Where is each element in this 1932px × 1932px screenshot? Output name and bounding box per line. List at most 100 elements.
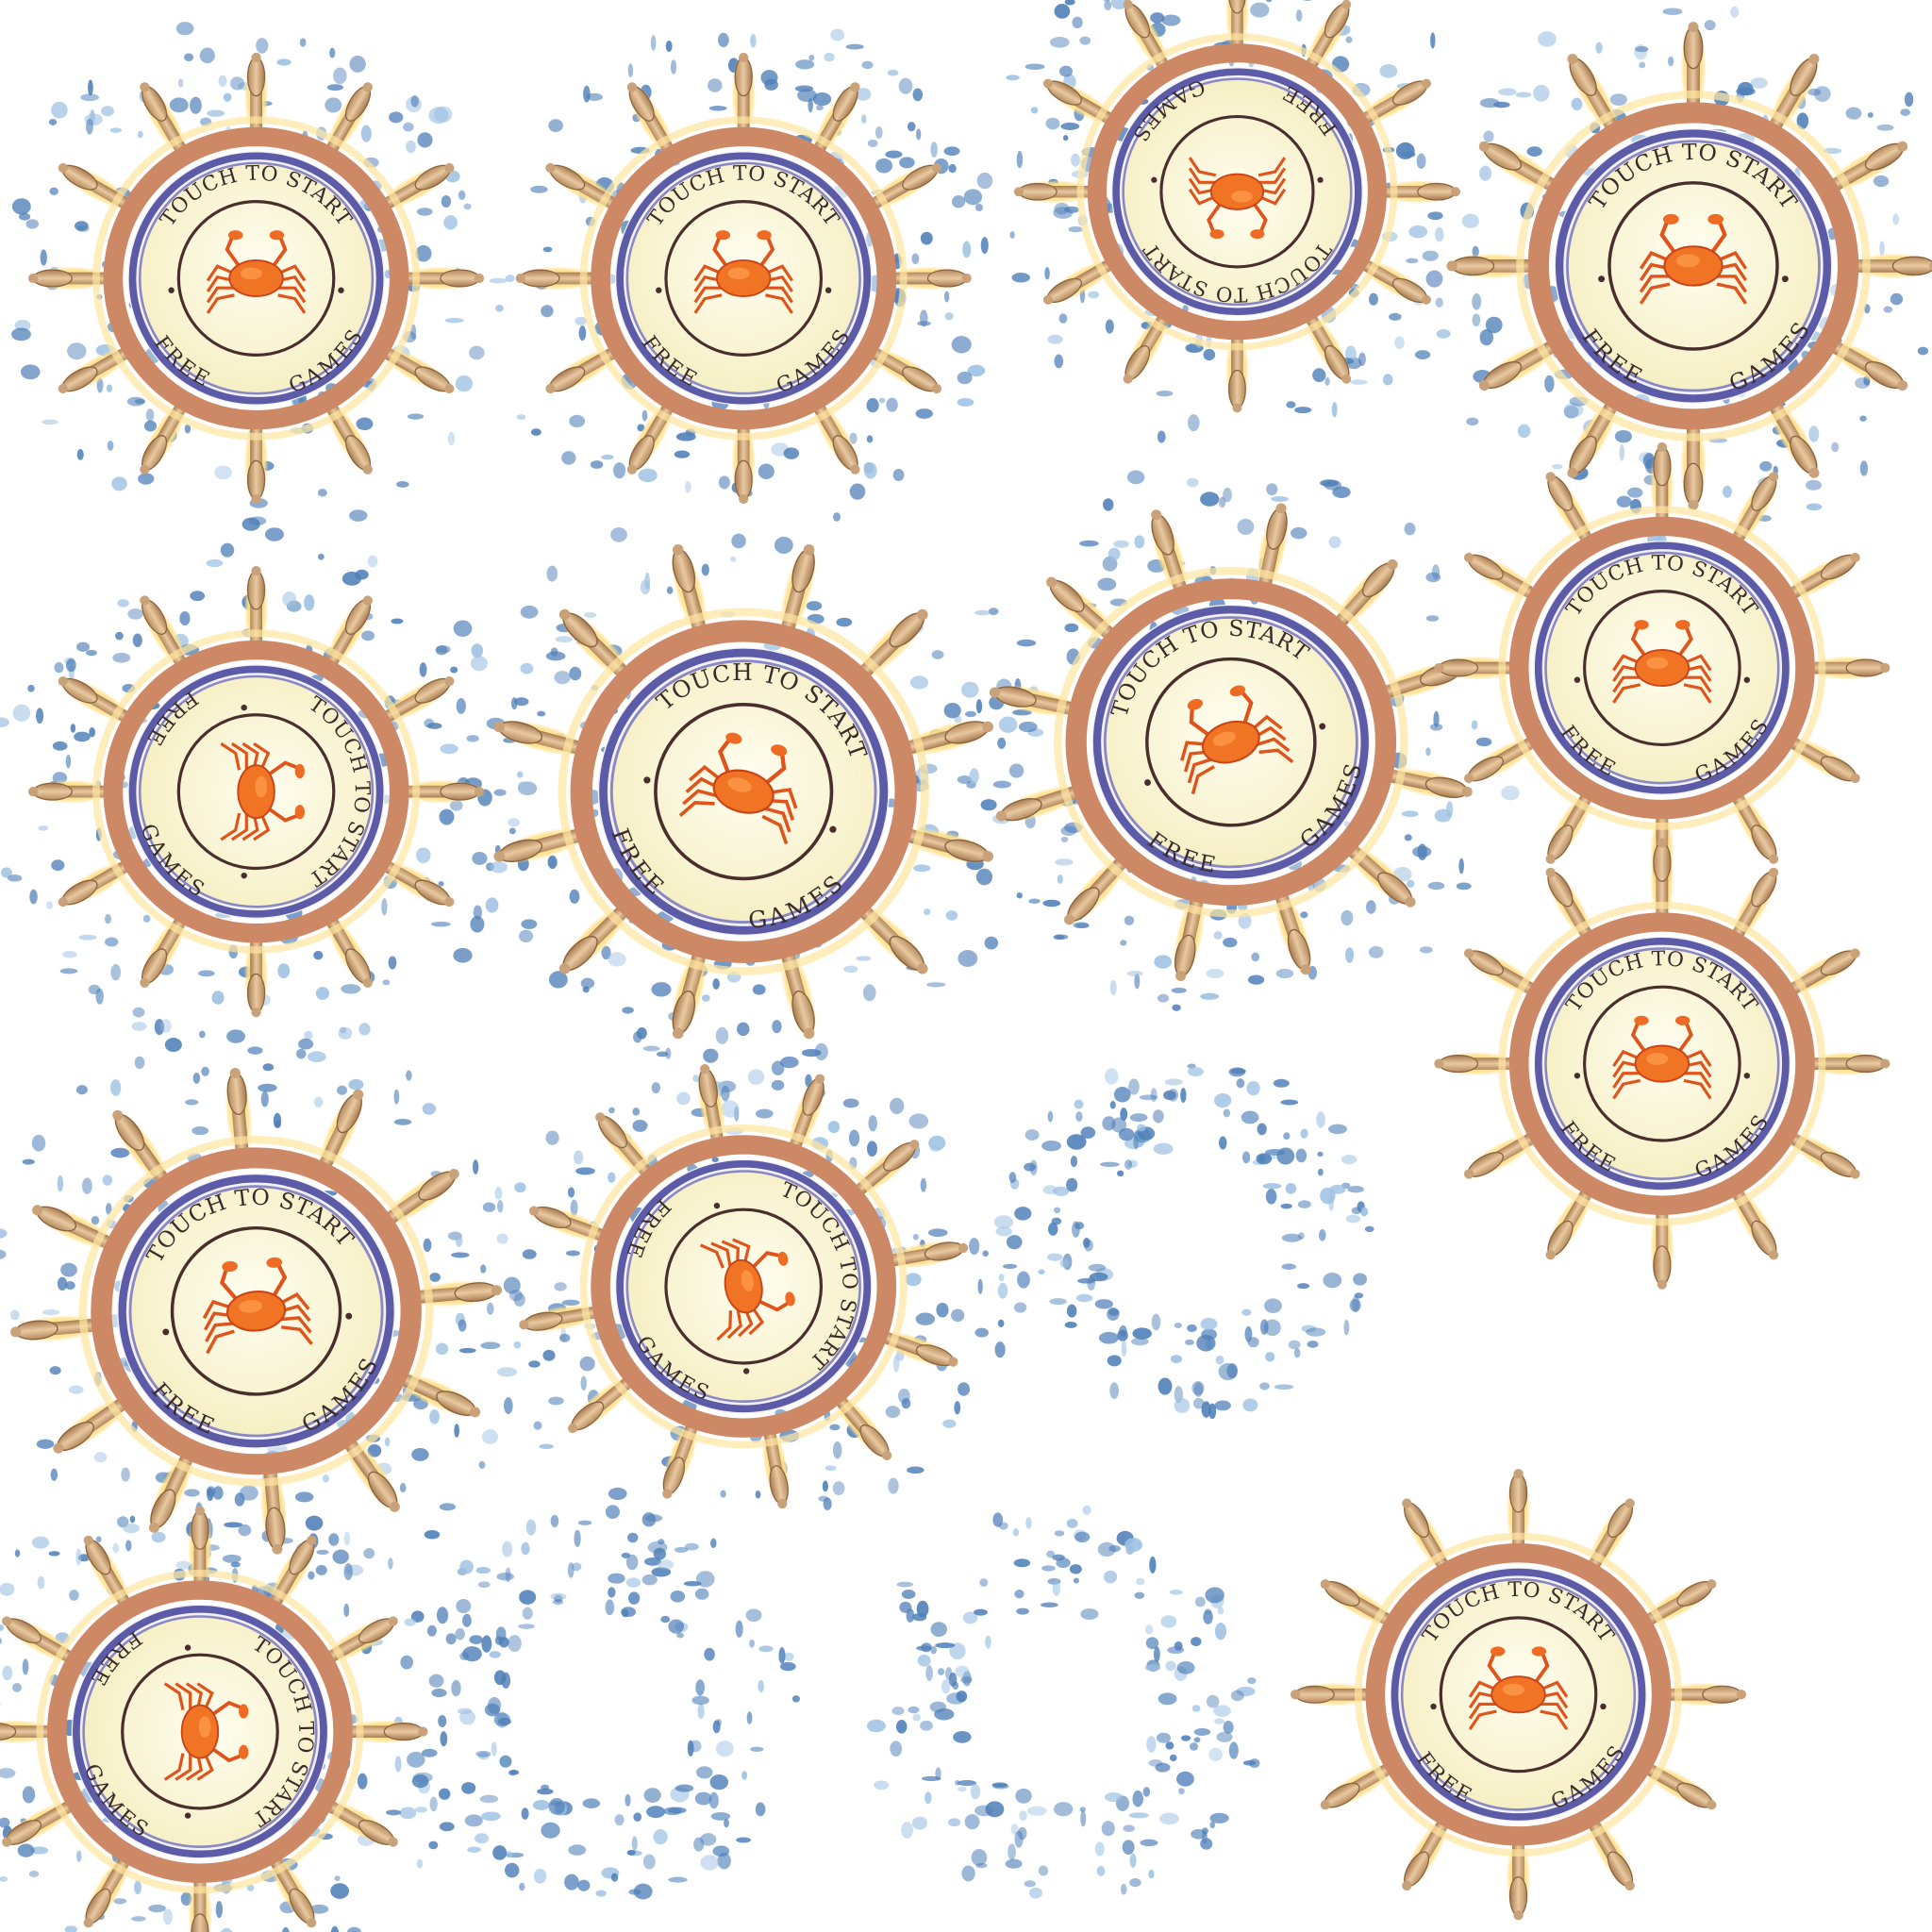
water-drop xyxy=(349,55,366,73)
water-drop xyxy=(1193,1727,1211,1736)
dot-left xyxy=(1430,1703,1437,1710)
crab-leg xyxy=(206,264,236,282)
water-drop xyxy=(131,1916,146,1922)
spoke-tip xyxy=(1897,141,1908,152)
water-drop xyxy=(836,617,853,627)
crab-leg xyxy=(206,286,235,304)
crab-leg xyxy=(1188,157,1217,177)
spoke-tip xyxy=(662,1489,673,1499)
water-drop xyxy=(1025,1517,1032,1529)
water-drop xyxy=(1430,32,1436,49)
spoke-shaft xyxy=(549,272,605,285)
spoke-knob xyxy=(1417,182,1457,201)
crab-arm xyxy=(1709,221,1727,255)
spoke-tip xyxy=(140,82,150,92)
water-drop xyxy=(1055,858,1074,866)
water-drop xyxy=(582,1798,601,1808)
crab-leg xyxy=(175,1753,192,1781)
water-drop xyxy=(22,1786,36,1804)
spoke-tip xyxy=(1850,773,1860,784)
water-drop xyxy=(1054,4,1071,19)
water-drop xyxy=(892,469,905,482)
water-drop xyxy=(651,1567,672,1577)
crab-highlight xyxy=(1212,731,1236,746)
water-drop xyxy=(502,1541,513,1557)
water-drop xyxy=(343,1603,350,1618)
water-drop xyxy=(1057,874,1063,884)
crab-leg xyxy=(1180,741,1208,761)
water-drop xyxy=(422,1103,437,1115)
water-drop xyxy=(394,1756,402,1773)
brown-rim xyxy=(91,1147,422,1475)
water-drop xyxy=(1345,36,1353,43)
water-drop xyxy=(1425,615,1440,622)
spoke-knob xyxy=(1702,1685,1742,1704)
spoke-tip xyxy=(362,977,373,988)
water-drop xyxy=(456,1598,472,1614)
inner-line xyxy=(1145,657,1317,827)
water-drop xyxy=(429,1796,438,1812)
water-drop xyxy=(57,1276,68,1291)
water-drop xyxy=(169,97,189,113)
water-drop xyxy=(608,1172,616,1183)
water-drop xyxy=(1097,1541,1116,1557)
water-drop xyxy=(1113,1086,1131,1103)
crab-leg xyxy=(253,741,271,771)
spoke-tip xyxy=(1657,1279,1668,1290)
water-drop xyxy=(1028,898,1041,904)
spoke-shaft xyxy=(1047,185,1101,198)
water-drop xyxy=(501,1672,511,1689)
water-drop xyxy=(575,1167,595,1175)
water-drop xyxy=(1206,1694,1220,1708)
water-drop xyxy=(1351,1207,1362,1215)
water-drop xyxy=(247,1046,263,1055)
water-drop xyxy=(1259,1382,1270,1391)
crab-arm xyxy=(1630,626,1647,658)
water-drop xyxy=(735,1620,743,1638)
water-drop xyxy=(466,735,479,742)
water-drop xyxy=(625,1577,641,1588)
water-drop xyxy=(1485,316,1503,334)
water-drop xyxy=(11,327,31,341)
water-drop xyxy=(110,963,122,981)
water-drop xyxy=(1246,1080,1260,1096)
spoke-tip xyxy=(567,1423,578,1434)
spoke-knob xyxy=(32,269,73,288)
water-drop xyxy=(514,1182,526,1193)
water-drop xyxy=(1073,1577,1079,1584)
water-drop xyxy=(958,950,978,967)
crab-leg xyxy=(277,293,307,314)
water-drop xyxy=(843,965,858,974)
spoke-tip xyxy=(307,1535,317,1546)
spoke-tip xyxy=(1463,773,1474,784)
water-drop xyxy=(486,1302,494,1315)
spoke-tip xyxy=(58,897,68,908)
crab-leg xyxy=(253,812,271,841)
water-drop xyxy=(912,1612,927,1622)
water-drop xyxy=(832,1441,842,1459)
water-drop xyxy=(101,106,114,117)
water-drop xyxy=(1533,84,1550,102)
water-drop xyxy=(422,1748,438,1757)
water-drop xyxy=(1080,1126,1096,1139)
water-drop xyxy=(1263,1319,1281,1337)
water-drop xyxy=(1187,1067,1204,1076)
water-drop xyxy=(988,608,999,615)
water-drop xyxy=(513,1292,525,1307)
water-drop xyxy=(1237,518,1255,536)
water-drop xyxy=(66,658,76,673)
water-drop xyxy=(920,231,933,245)
water-drop xyxy=(605,1505,621,1519)
